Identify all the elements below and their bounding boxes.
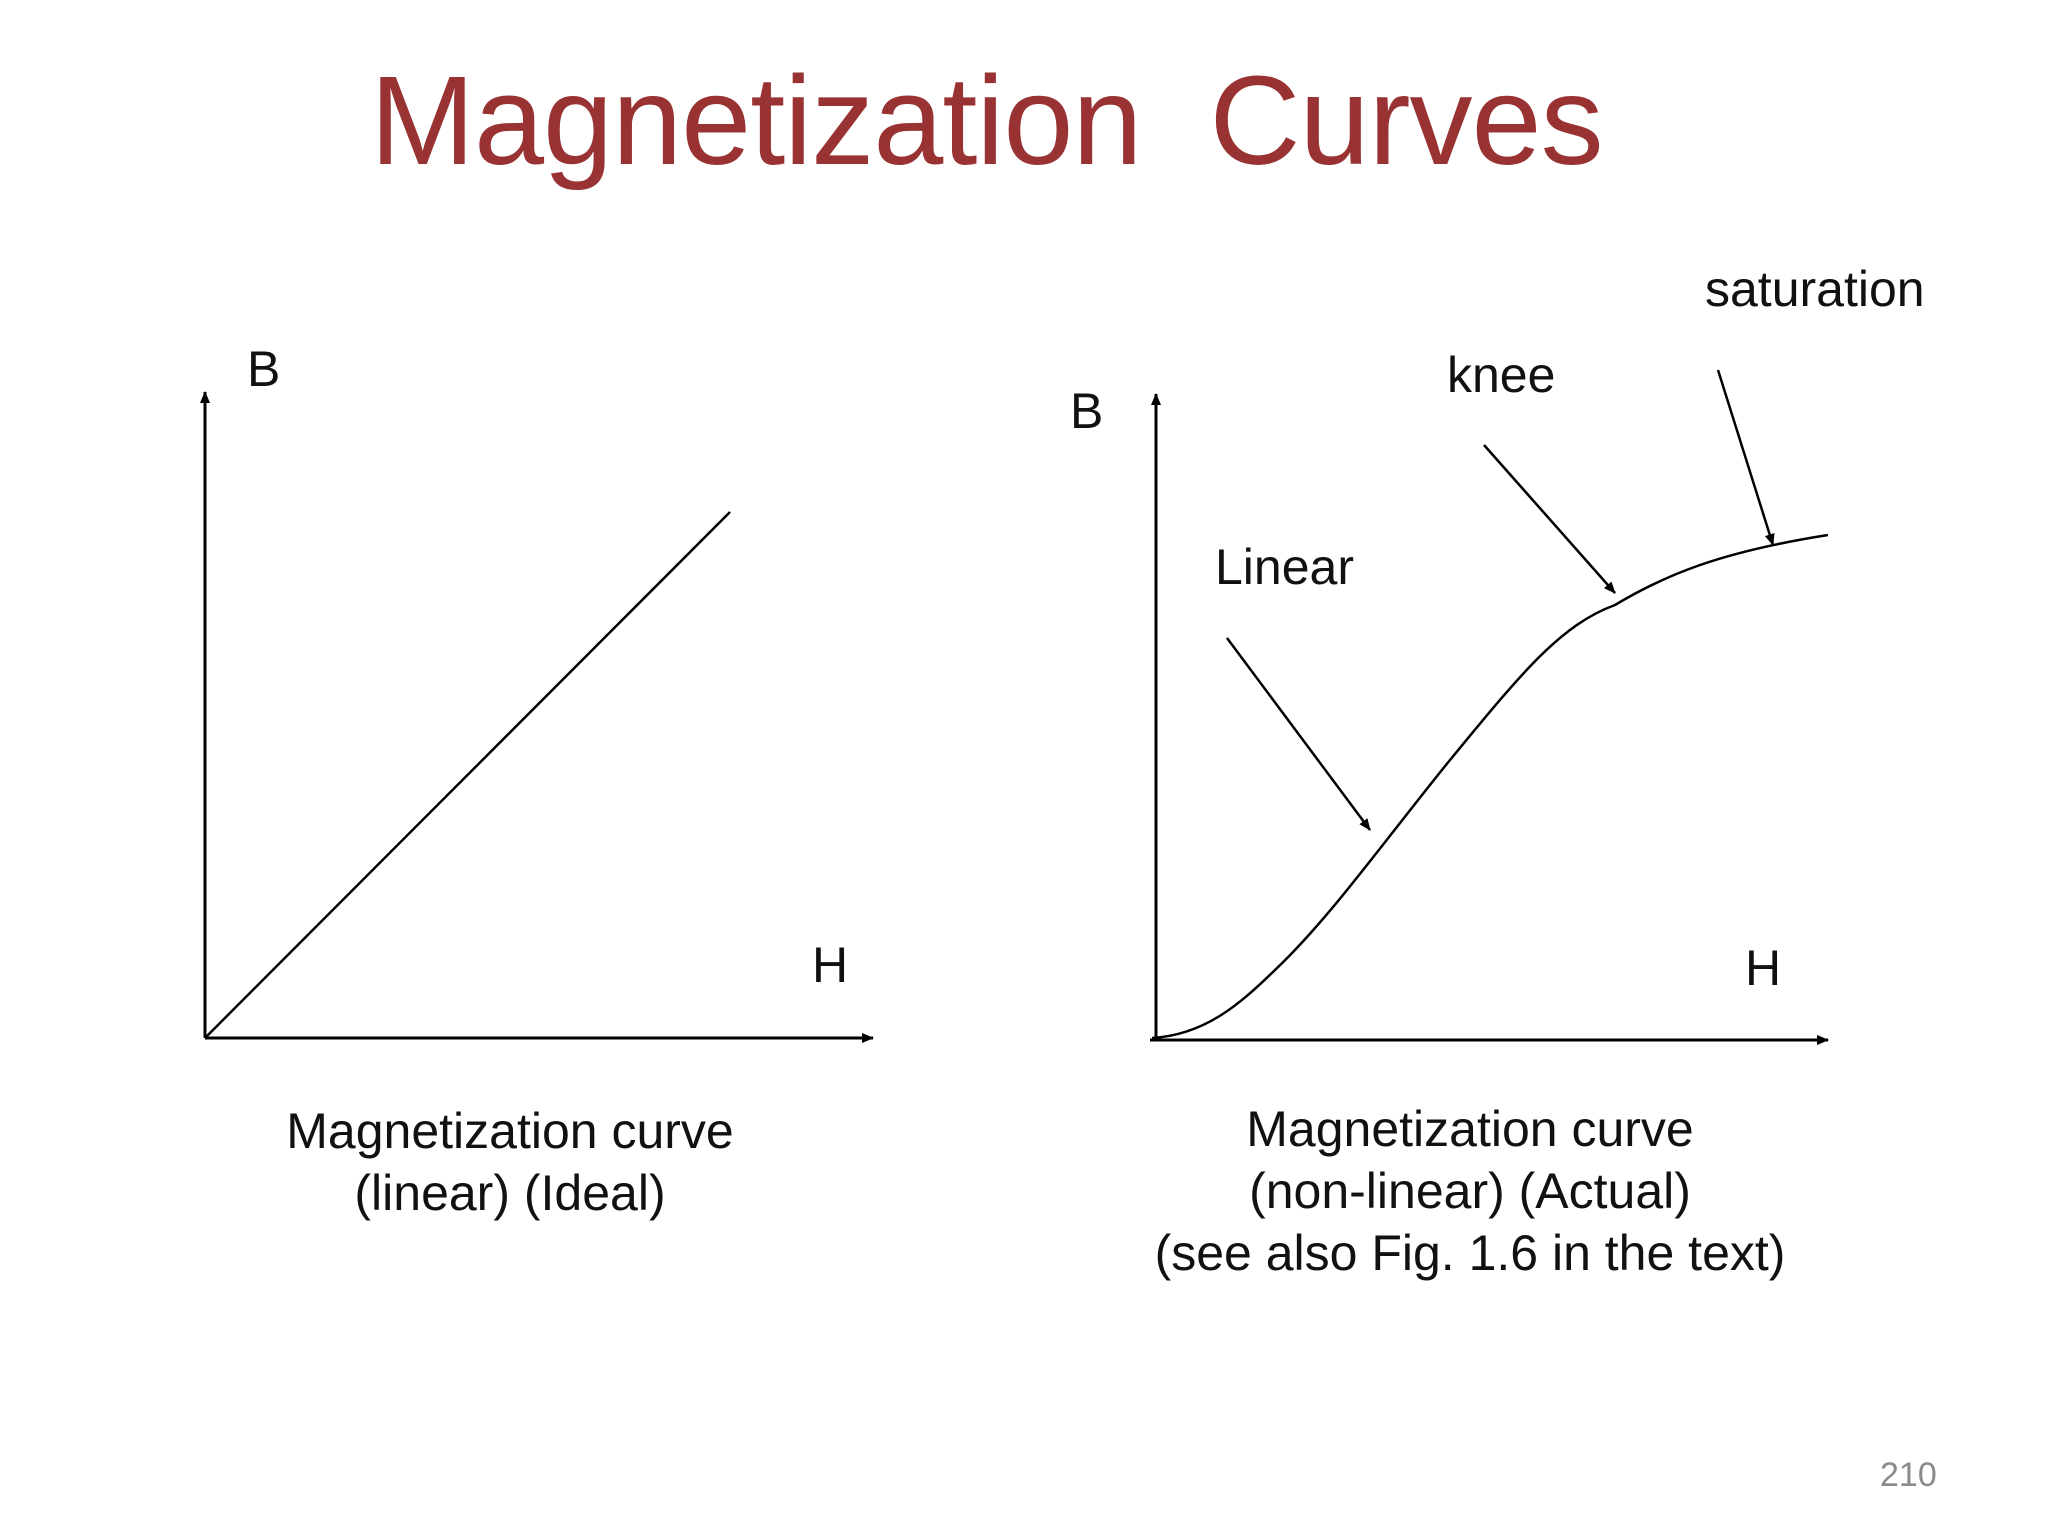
right-caption-line-2: (non-linear) (Actual) (1249, 1163, 1691, 1219)
left-x-axis-label: H (812, 937, 848, 993)
knee-arrow (1483, 444, 1616, 594)
saturation-label: saturation (1705, 261, 1925, 317)
right-magnetization-curve (1151, 533, 1829, 1040)
right-y-axis-label: B (1070, 383, 1103, 439)
linear-region-arrow (1225, 637, 1372, 831)
left-caption-line-1: Magnetization curve (286, 1103, 734, 1159)
right-nonlinear-diagram: B H Linear knee saturation (1070, 261, 1925, 1045)
linear-region-label: Linear (1215, 539, 1354, 595)
knee-label: knee (1447, 347, 1555, 403)
right-diagram-caption: Magnetization curve (non-linear) (Actual… (1120, 1098, 1820, 1284)
right-x-axis-label: H (1745, 940, 1781, 996)
left-y-axis-label: B (247, 341, 280, 397)
left-diagram-caption: Magnetization curve (linear) (Ideal) (230, 1100, 790, 1224)
left-linear-diagram: B H (200, 341, 874, 1043)
right-caption-line-1: Magnetization curve (1246, 1101, 1694, 1157)
saturation-arrow (1716, 369, 1775, 546)
slide-title: Magnetization Curves (370, 50, 1604, 191)
page-number: 210 (1880, 1456, 1937, 1494)
left-caption-line-2: (linear) (Ideal) (354, 1165, 666, 1221)
right-caption-line-3: (see also Fig. 1.6 in the text) (1154, 1225, 1786, 1281)
left-linear-curve (204, 511, 731, 1039)
